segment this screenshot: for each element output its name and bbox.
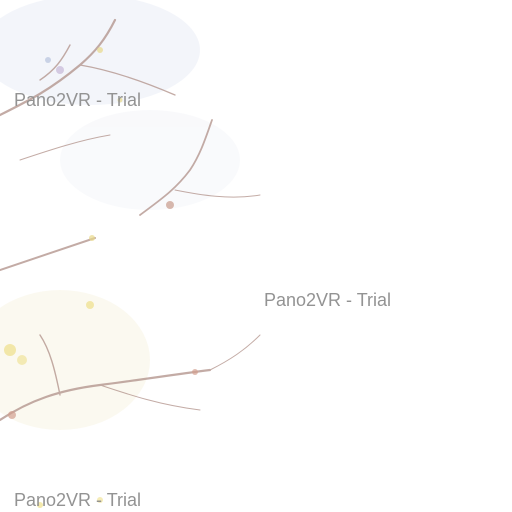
trial-watermark: Pano2VR - Trial <box>264 290 392 310</box>
trial-watermark: Pano2VR - Trial <box>14 90 142 110</box>
trial-watermark: Pano2VR - Trial <box>14 490 142 510</box>
